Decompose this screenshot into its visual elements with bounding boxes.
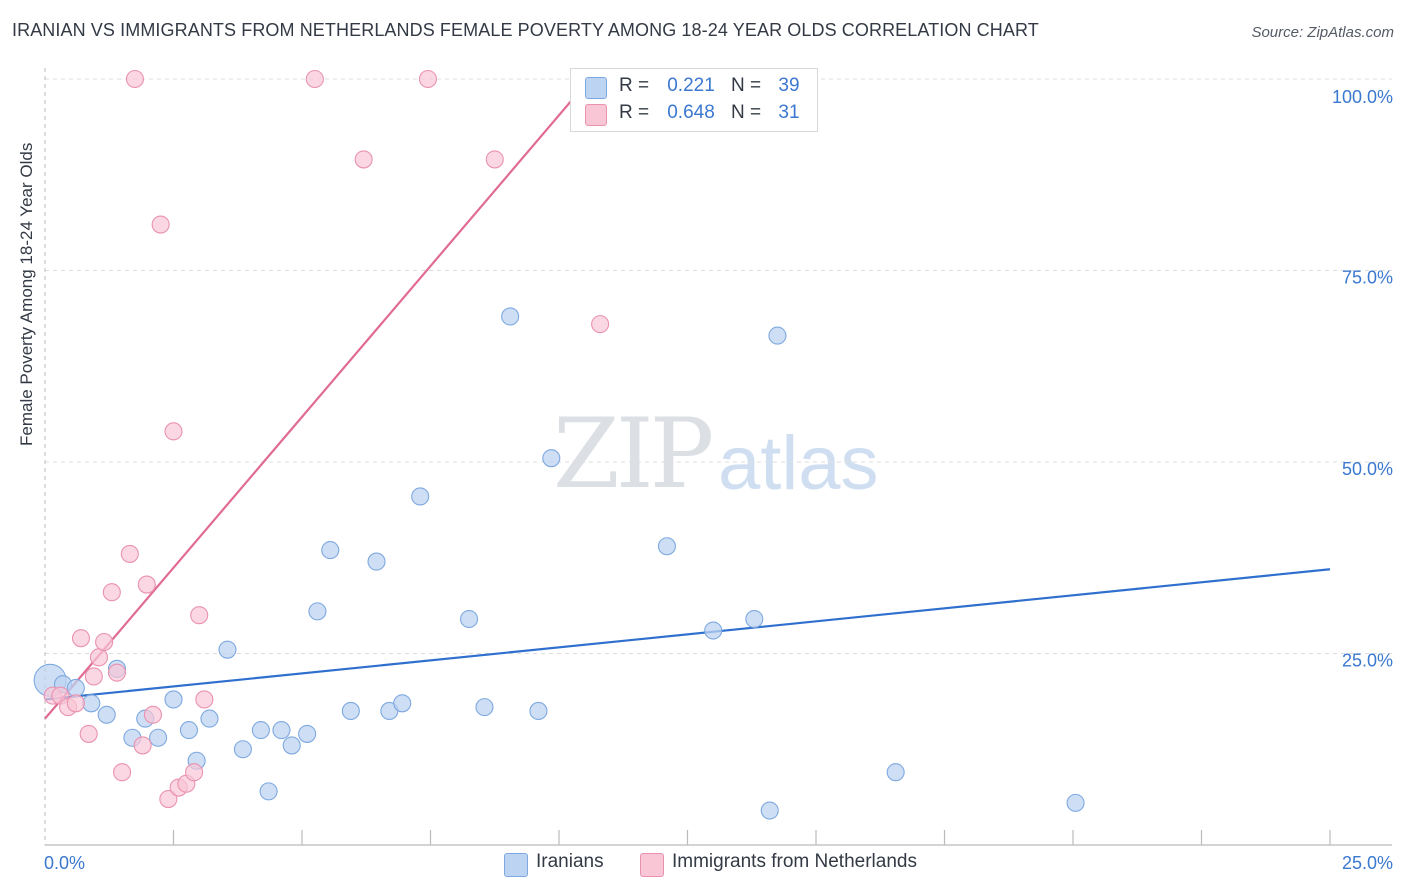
legend-n-value: 39 (778, 75, 800, 96)
y-tick-label: 100.0% (1332, 87, 1393, 107)
legend-label-iranians: Iranians (536, 851, 604, 872)
point-netherlands (66, 694, 85, 713)
legend-r-label: R = (619, 75, 650, 96)
correlation-legend: R = 0.221 N = 39 R = 0.648 N = 31 (570, 68, 818, 132)
point-netherlands (133, 736, 152, 755)
point-netherlands (305, 69, 324, 89)
point-netherlands (190, 606, 209, 625)
point-iranians (251, 721, 270, 740)
trendline-iranians (44, 568, 1331, 701)
y-tick-label: 75.0% (1342, 268, 1393, 288)
point-netherlands (185, 763, 204, 782)
point-iranians (218, 640, 237, 659)
x-tick-label: 25.0% (1342, 853, 1393, 873)
point-iranians (200, 709, 219, 728)
point-iranians (657, 537, 676, 556)
point-iranians (321, 541, 340, 560)
point-iranians (760, 801, 779, 820)
y-tick-label: 25.0% (1342, 651, 1393, 671)
legend-swatch-iranians (504, 853, 528, 877)
gridlines (45, 78, 1392, 654)
trendlines (44, 78, 1331, 720)
legend-r-value: 0.221 (667, 75, 715, 96)
point-netherlands (102, 583, 121, 602)
point-iranians (282, 736, 301, 755)
point-iranians (886, 763, 905, 782)
point-iranians (393, 694, 412, 713)
y-axis-label: Female Poverty Among 18-24 Year Olds (17, 142, 36, 446)
point-netherlands (71, 629, 91, 648)
point-iranians (704, 621, 723, 640)
point-iranians (475, 698, 494, 717)
data-points (33, 69, 1085, 820)
point-netherlands (95, 632, 114, 652)
legend-swatch-iranians (585, 77, 607, 99)
point-iranians (164, 690, 183, 709)
point-netherlands (113, 763, 132, 782)
point-iranians (233, 740, 252, 759)
trendline-netherlands (44, 78, 591, 720)
point-netherlands (89, 648, 109, 667)
point-netherlands (107, 663, 127, 682)
point-netherlands (137, 575, 156, 594)
point-netherlands (84, 667, 103, 686)
point-iranians (542, 449, 561, 468)
legend-n-label: N = (731, 75, 762, 96)
legend-label-netherlands: Immigrants from Netherlands (672, 851, 917, 872)
point-iranians (501, 307, 520, 326)
point-netherlands (195, 690, 214, 709)
point-netherlands (125, 69, 144, 89)
point-iranians (149, 728, 168, 747)
point-iranians (768, 326, 787, 345)
point-netherlands (79, 724, 98, 743)
point-netherlands (164, 422, 183, 441)
axes (44, 68, 1392, 846)
point-iranians (341, 701, 360, 721)
tick-labels: 25.0% 50.0% 75.0% 100.0% 0.0% 25.0% (44, 87, 1393, 873)
point-netherlands (354, 150, 373, 169)
point-iranians (411, 487, 430, 506)
chart-title: IRANIAN VS IMMIGRANTS FROM NETHERLANDS F… (12, 20, 1039, 40)
point-iranians (459, 609, 479, 629)
point-iranians (529, 701, 548, 721)
point-iranians (298, 724, 317, 743)
watermark-atlas: atlas (718, 421, 879, 506)
y-tick-label: 50.0% (1342, 459, 1393, 479)
point-iranians (66, 678, 85, 698)
point-netherlands (418, 69, 437, 89)
legend-swatch-netherlands (640, 853, 664, 877)
point-netherlands (143, 705, 162, 724)
point-iranians (308, 602, 327, 621)
watermark-zip: ZIP (553, 398, 714, 510)
point-iranians (745, 609, 764, 629)
legend-n-label: N = (731, 102, 762, 123)
point-iranians (82, 694, 101, 713)
point-iranians (179, 721, 198, 740)
legend-swatch-netherlands (585, 104, 607, 126)
point-iranians (272, 721, 291, 740)
point-iranians (97, 705, 116, 724)
point-netherlands (120, 544, 139, 563)
x-tick-label: 0.0% (44, 853, 85, 873)
legend-n-value: 31 (778, 102, 800, 123)
point-iranians (259, 782, 278, 801)
source-label: Source: ZipAtlas.com (1251, 24, 1394, 41)
point-netherlands (151, 215, 170, 234)
legend-r-label: R = (619, 102, 650, 123)
point-netherlands (591, 315, 610, 334)
point-iranians (1066, 793, 1085, 812)
legend-r-value: 0.648 (667, 102, 715, 123)
point-netherlands (159, 789, 178, 809)
point-netherlands (485, 150, 504, 169)
point-iranians (367, 552, 386, 571)
